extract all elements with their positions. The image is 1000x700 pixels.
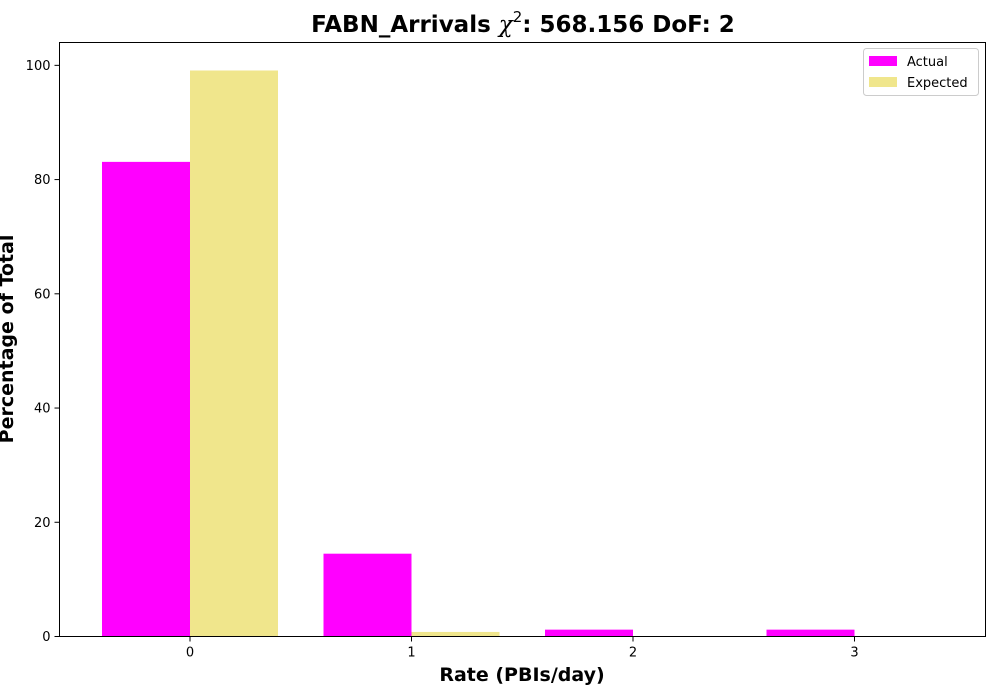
bar-expected-1 bbox=[411, 631, 500, 637]
y-tick-label: 40 bbox=[34, 402, 51, 417]
x-tick-label: 3 bbox=[850, 646, 858, 661]
legend: Actual Expected bbox=[863, 48, 979, 96]
bar-actual-1 bbox=[323, 553, 412, 637]
y-axis-ticks: 0 20 40 60 80 100 bbox=[26, 59, 60, 645]
x-tick-label: 0 bbox=[186, 646, 194, 661]
y-axis-label: Percentage of Total bbox=[0, 235, 18, 444]
bars-group bbox=[102, 70, 855, 637]
bar-expected-0 bbox=[190, 70, 278, 637]
axes-frame bbox=[59, 42, 986, 637]
y-tick-label: 20 bbox=[34, 516, 51, 531]
x-tick-label: 1 bbox=[407, 646, 415, 661]
legend-swatch-expected bbox=[869, 77, 897, 87]
legend-label-actual: Actual bbox=[907, 55, 948, 70]
title-chi-symbol: χ bbox=[497, 12, 515, 38]
y-tick-label: 100 bbox=[26, 59, 51, 74]
y-tick-label: 80 bbox=[34, 173, 51, 188]
y-tick-label: 60 bbox=[34, 287, 51, 302]
legend-swatch-actual bbox=[869, 56, 897, 66]
y-tick-label: 0 bbox=[42, 630, 50, 645]
x-tick-label: 2 bbox=[629, 646, 637, 661]
bar-actual-0 bbox=[102, 161, 190, 637]
bar-actual-2 bbox=[545, 629, 633, 637]
title-prefix: FABN_Arrivals bbox=[311, 12, 499, 38]
chart-title: FABN_Arrivals χ2: 568.156 DoF: 2 bbox=[311, 8, 735, 38]
title-suffix: : 568.156 DoF: 2 bbox=[522, 12, 735, 38]
legend-label-expected: Expected bbox=[907, 76, 968, 91]
bar-actual-3 bbox=[766, 629, 855, 637]
title-superscript: 2 bbox=[513, 8, 523, 26]
x-axis-label: Rate (PBIs/day) bbox=[439, 664, 604, 686]
x-axis-ticks: 0 1 2 3 bbox=[186, 636, 859, 661]
